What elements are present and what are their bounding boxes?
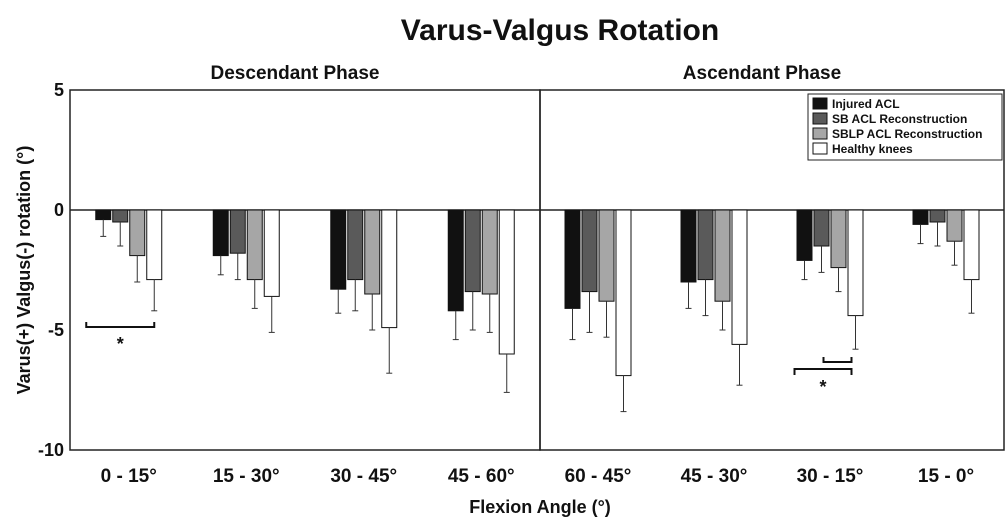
bar [381, 209, 398, 329]
legend-box [807, 93, 1003, 161]
bar [714, 209, 731, 302]
bar [598, 209, 615, 302]
bar [912, 209, 929, 225]
x-tick-label: 15 - 30° [213, 466, 280, 487]
bar [731, 209, 748, 345]
x-axis-label: Flexion Angle (°) [469, 497, 611, 517]
legend-label: SB ACL Reconstruction [832, 112, 967, 126]
bar [146, 209, 163, 281]
x-tick-label: 60 - 45° [565, 466, 632, 487]
bar [246, 209, 263, 281]
significance-bracket [822, 357, 853, 363]
bar [697, 209, 714, 281]
legend-label: SBLP ACL Reconstruction [832, 127, 982, 141]
legend-swatch [812, 97, 828, 110]
x-tick-label: 30 - 45° [330, 466, 397, 487]
legend-swatch [812, 142, 828, 155]
legend-swatch [812, 112, 828, 125]
panel-title: Descendant Phase [211, 63, 380, 84]
bar [112, 209, 129, 223]
x-tick-label: 30 - 15° [797, 466, 864, 487]
panel-frame [539, 89, 1005, 451]
bar [813, 209, 830, 247]
significance-bracket [793, 368, 853, 375]
bar [564, 209, 581, 309]
significance-bracket [85, 322, 156, 328]
bar [481, 209, 498, 295]
legend-label: Injured ACL [832, 97, 900, 111]
bar [347, 209, 364, 281]
significance-asterisk: * [819, 377, 826, 397]
legend-swatch [812, 127, 828, 140]
bar [847, 209, 864, 317]
x-tick-label: 45 - 60° [448, 466, 515, 487]
y-tick-label: 5 [54, 80, 64, 100]
bar [929, 209, 946, 223]
x-tick-label: 15 - 0° [918, 466, 974, 487]
bar [796, 209, 813, 261]
bar [615, 209, 632, 377]
x-tick-label: 45 - 30° [681, 466, 748, 487]
bar [229, 209, 246, 254]
bar [447, 209, 464, 312]
bar [212, 209, 229, 257]
bar [830, 209, 847, 269]
bar [581, 209, 598, 293]
bar [263, 209, 280, 297]
bar [680, 209, 697, 283]
bar [946, 209, 963, 242]
bar [963, 209, 980, 281]
bar [129, 209, 146, 257]
bar [464, 209, 481, 293]
y-tick-label: -5 [48, 320, 64, 340]
plot-area: 5 0 -5 -10 Descendant Phase 0 - 15° 15 - 30° 30… [38, 63, 1005, 487]
y-tick-label: -10 [38, 440, 64, 460]
legend-label: Healthy knees [832, 142, 913, 156]
bar [95, 209, 112, 221]
chart-title: Varus-Valgus Rotation [401, 14, 719, 47]
bar [330, 209, 347, 290]
y-tick-label: 0 [54, 200, 64, 220]
x-tick-label: 0 - 15° [101, 466, 157, 487]
y-axis-label: Varus(+) Valgus(-) rotation (°) [14, 146, 34, 395]
bar [364, 209, 381, 295]
significance-asterisk: * [117, 334, 124, 354]
panel-title: Ascendant Phase [683, 63, 841, 84]
bar [498, 209, 515, 355]
